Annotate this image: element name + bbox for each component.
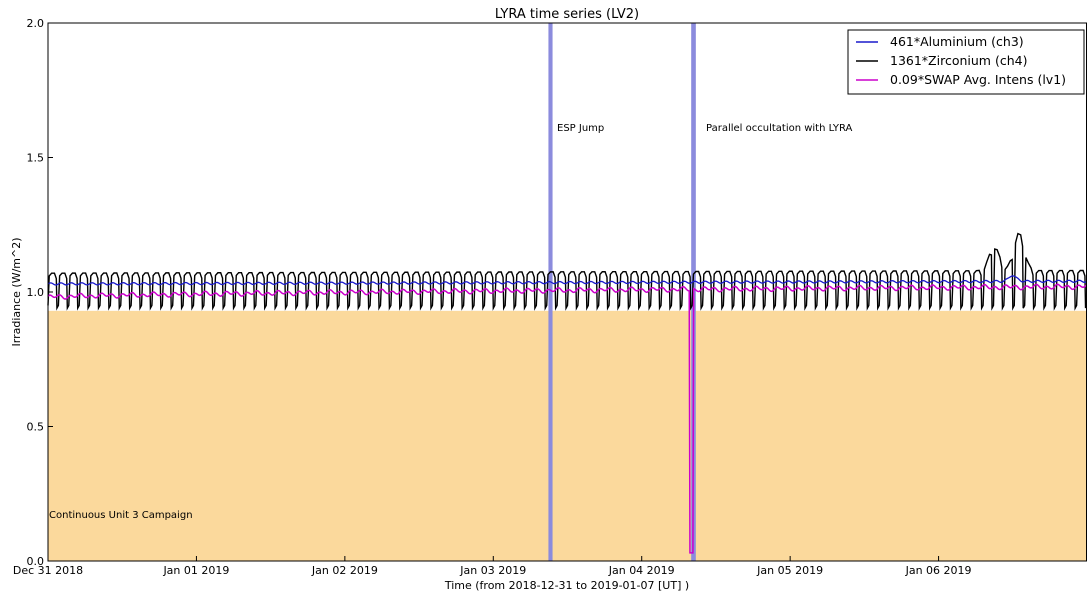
legend-box [847,29,1085,95]
annotation-esp-jump: ESP Jump [557,123,604,134]
legend: 461*Aluminium (ch3) 1361*Zirconium (ch4) 0… [847,29,1085,95]
y-axis-title: Irradiance (W/m^2) [10,238,23,347]
y-tick-label: 0.0 [27,555,45,568]
x-tick-label: Jan 06 2019 [905,564,972,577]
y-tick-label: 0.5 [27,421,45,434]
series-swap-line [47,283,1087,554]
x-tick-label: Jan 03 2019 [459,564,526,577]
x-tick-label: Jan 04 2019 [608,564,675,577]
legend-label: 1361*Zirconium (ch4) [890,53,1027,68]
annotation-campaign: Continuous Unit 3 Campaign [49,510,193,521]
region-layer [48,23,1087,561]
campaign-region [48,310,1087,561]
axis-ticks: 0.0 0.5 1.0 1.5 2.0 Dec 31 2018 Jan 01 2019 Jan… [13,17,972,577]
x-tick-label: Jan 05 2019 [756,564,823,577]
legend-label: 461*Aluminium (ch3) [890,34,1024,49]
series-aluminium-line [47,275,1087,286]
y-tick-label: 1.5 [27,152,45,165]
x-tick-label: Jan 01 2019 [162,564,229,577]
series-layer [47,232,1087,554]
y-tick-label: 1.0 [27,286,45,299]
annotation-parallel-occultation: Parallel occultation with LYRA [706,123,853,134]
x-tick-label: Jan 02 2019 [311,564,378,577]
y-tick-label: 2.0 [27,17,45,30]
x-tick-label: Dec 31 2018 [13,564,83,577]
x-axis-title: Time (from 2018-12-31 to 2019-01-07 [UT]… [444,579,689,592]
series-zirconium-line [47,232,1087,311]
chart-title: LYRA time series (LV2) [495,7,639,22]
legend-label: 0.09*SWAP Avg. Intens (lv1) [890,72,1066,87]
esp-jump-band [548,23,553,561]
text-layer: LYRA time series (LV2) Time (from 2018-1… [10,7,853,592]
